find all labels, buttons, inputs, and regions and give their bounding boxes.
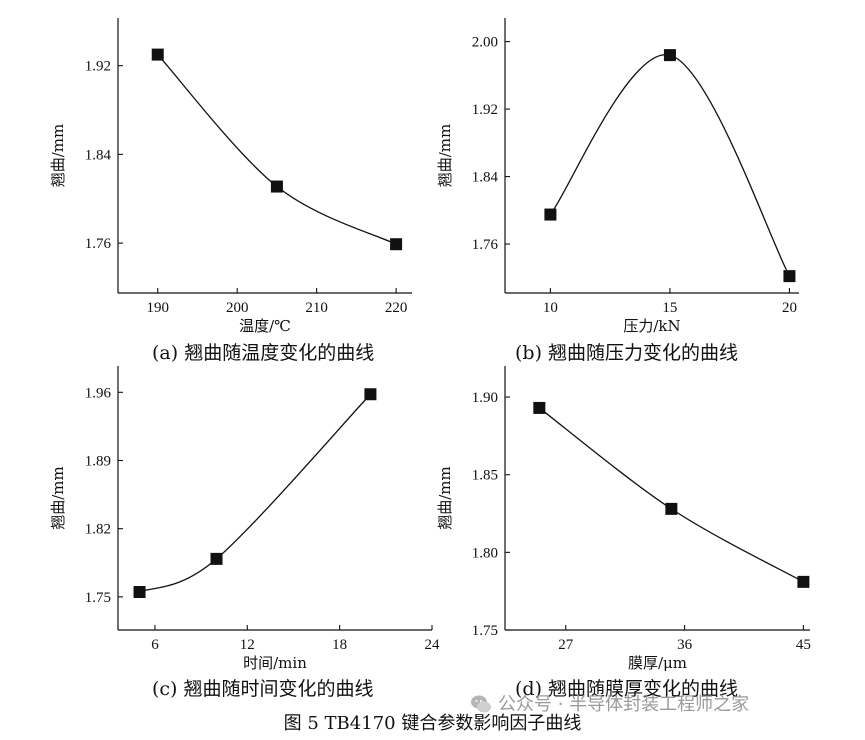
chart-c: 6 12 18 24 1.75 1.82 1.89 1.96 时间/min 翘曲/mm: [49, 366, 440, 672]
series-line: [549, 54, 791, 277]
x-tick-label: 20: [782, 300, 797, 316]
x-tick-label: 220: [385, 300, 408, 316]
y-axis-title: 翘曲/mm: [49, 466, 67, 530]
x-tick-label: 10: [543, 300, 558, 316]
x-axis-title: 膜厚/μm: [628, 654, 687, 672]
data-point: [270, 180, 283, 193]
x-tick-label: 27: [558, 637, 574, 653]
y-tick-label: 1.75: [472, 623, 498, 639]
x-axis-title: 压力/kN: [623, 317, 680, 335]
x-axis-title: 温度/℃: [239, 317, 291, 335]
caption-d: (d) 翘曲随膜厚变化的曲线: [515, 678, 739, 700]
x-axis-title: 时间/min: [243, 654, 307, 672]
data-point: [783, 270, 796, 283]
y-tick-label: 1.82: [85, 522, 111, 538]
chart-a: 190 200 210 220 1.76 1.84 1.92 温度/℃ 翘曲/mm: [49, 18, 412, 335]
data-point: [533, 401, 546, 414]
x-tick-label: 210: [305, 300, 328, 316]
x-tick-label: 36: [677, 637, 693, 653]
x-tick-label: 18: [332, 637, 347, 653]
y-tick-label: 1.85: [472, 468, 498, 484]
x-tick-label: 45: [796, 637, 811, 653]
data-point: [797, 575, 810, 588]
y-tick-label: 1.76: [85, 236, 112, 252]
data-point: [133, 586, 146, 599]
y-tick-label: 1.92: [472, 102, 498, 118]
chart-b: 10 15 20 1.76 1.84 1.92 2.00 压力/kN 翘曲/mm: [436, 18, 799, 335]
data-point: [151, 48, 164, 61]
y-axis-title: 翘曲/mm: [49, 124, 67, 188]
wechat-icon: [471, 695, 491, 713]
x-tick-label: 190: [146, 300, 169, 316]
data-point: [665, 502, 678, 515]
y-tick-label: 1.84: [85, 147, 112, 163]
y-axis-title: 翘曲/mm: [436, 466, 454, 530]
y-tick-label: 1.92: [85, 59, 111, 75]
chart-d: 27 36 45 1.75 1.80 1.85 1.90 膜厚/μm 翘曲/mm: [436, 366, 811, 672]
caption-c: (c) 翘曲随时间变化的曲线: [152, 678, 374, 700]
caption-a: (a) 翘曲随温度变化的曲线: [152, 342, 375, 364]
series-line: [157, 54, 397, 245]
y-tick-label: 1.80: [472, 545, 498, 561]
x-tick-label: 6: [151, 637, 159, 653]
y-tick-label: 1.89: [85, 453, 111, 469]
y-tick-label: 1.76: [472, 237, 499, 253]
data-point: [544, 208, 557, 221]
y-tick-label: 1.75: [85, 590, 111, 606]
x-tick-label: 12: [240, 637, 255, 653]
y-tick-label: 1.84: [472, 170, 499, 186]
y-axis-title: 翘曲/mm: [436, 124, 454, 188]
series-line: [139, 393, 371, 593]
data-point: [663, 49, 676, 62]
y-tick-label: 1.96: [85, 385, 112, 401]
x-tick-label: 15: [662, 300, 677, 316]
x-tick-label: 24: [425, 637, 441, 653]
y-tick-label: 2.00: [472, 35, 498, 51]
data-point: [210, 552, 223, 565]
data-point: [390, 238, 403, 251]
watermark-text: 公众号 · 半导体封装工程师之家: [498, 694, 750, 715]
x-tick-label: 200: [226, 300, 249, 316]
figure-caption: 图 5 TB4170 键合参数影响因子曲线: [283, 713, 582, 734]
data-point: [364, 388, 377, 401]
y-tick-label: 1.90: [472, 390, 498, 406]
caption-b: (b) 翘曲随压力变化的曲线: [515, 342, 739, 364]
watermark: 公众号 · 半导体封装工程师之家: [470, 690, 749, 716]
series-line: [538, 407, 804, 583]
